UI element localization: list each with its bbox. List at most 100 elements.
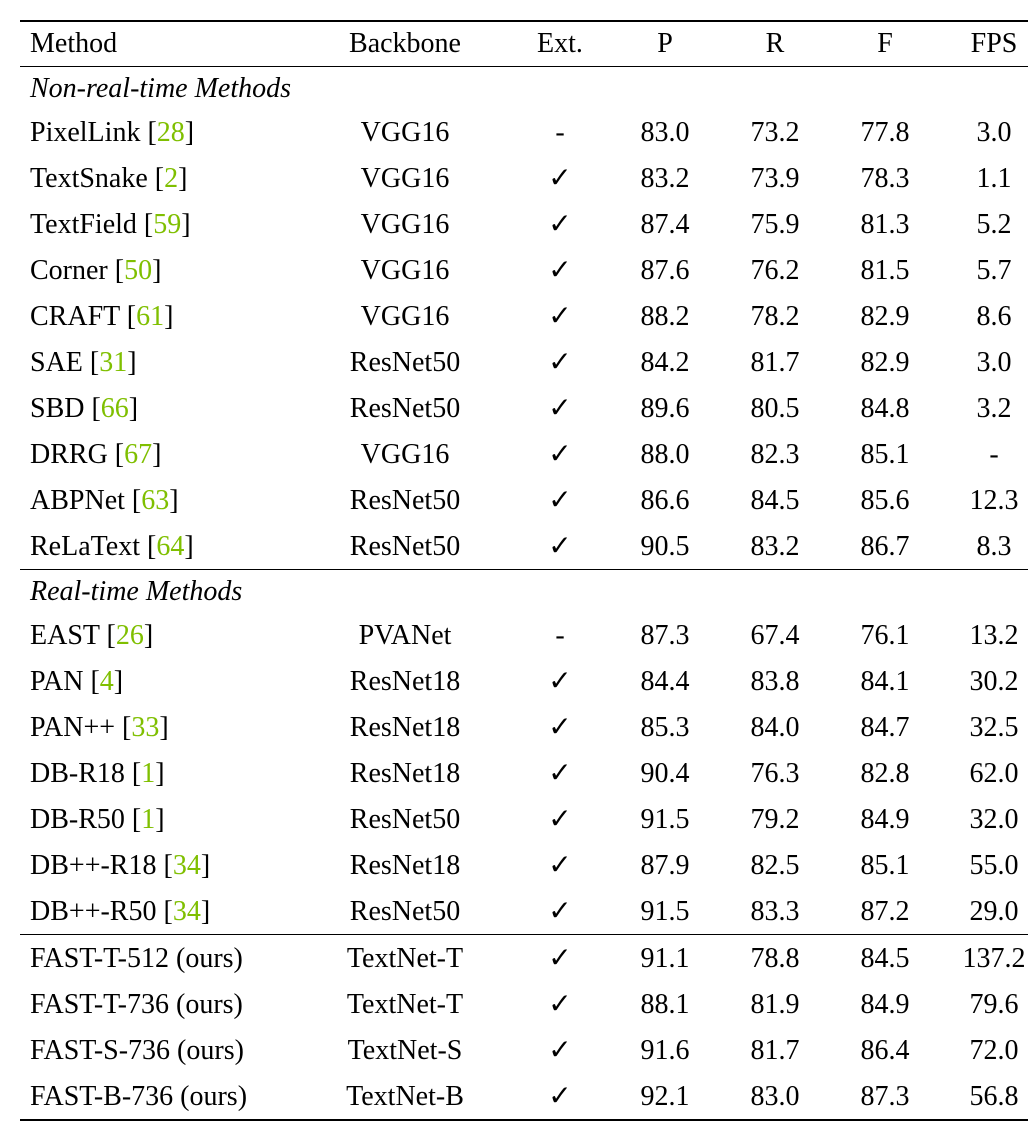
cell-fps: 3.2: [940, 385, 1028, 431]
cell-ext: ✓: [510, 339, 610, 385]
reference-link[interactable]: 4: [100, 666, 114, 697]
cell-fps: 3.0: [940, 339, 1028, 385]
cell-fps: 8.6: [940, 293, 1028, 339]
cell-ext: ✓: [510, 658, 610, 704]
cell-r: 82.3: [720, 431, 830, 477]
reference-link[interactable]: 67: [124, 439, 152, 470]
cell-ext: ✓: [510, 431, 610, 477]
cell-r: 82.5: [720, 842, 830, 888]
cell-r: 73.2: [720, 111, 830, 155]
method-name: Corner: [30, 255, 108, 286]
cell-method: FAST-T-512 (ours): [20, 935, 300, 982]
method-name: TextSnake: [30, 163, 148, 194]
cell-fps: 137.2: [940, 935, 1028, 982]
cell-fps: 56.8: [940, 1073, 1028, 1120]
reference-link[interactable]: 59: [153, 209, 181, 240]
table-row: FAST-B-736 (ours)TextNet-B✓92.183.087.35…: [20, 1073, 1028, 1120]
cell-ext: ✓: [510, 247, 610, 293]
table-row: FAST-T-736 (ours)TextNet-T✓88.181.984.97…: [20, 981, 1028, 1027]
reference-link[interactable]: 31: [99, 347, 127, 378]
table-row: TextSnake [2]VGG16✓83.273.978.31.1: [20, 155, 1028, 201]
cell-f: 84.9: [830, 796, 940, 842]
cell-method: DB-R18 [1]: [20, 750, 300, 796]
reference-link[interactable]: 66: [101, 393, 129, 424]
cell-p: 84.4: [610, 658, 720, 704]
table-row: EAST [26]PVANet-87.367.476.113.2: [20, 614, 1028, 658]
cell-f: 84.7: [830, 704, 940, 750]
method-name: PAN: [30, 666, 83, 697]
cell-ext: ✓: [510, 385, 610, 431]
cell-method: ABPNet [63]: [20, 477, 300, 523]
cell-r: 75.9: [720, 201, 830, 247]
table-row: PAN [4]ResNet18✓84.483.884.130.2: [20, 658, 1028, 704]
cell-fps: 32.0: [940, 796, 1028, 842]
method-name: PAN++: [30, 712, 115, 743]
reference-link[interactable]: 28: [157, 117, 185, 148]
cell-p: 91.5: [610, 888, 720, 935]
cell-backbone: TextNet-B: [300, 1073, 510, 1120]
cell-ext: ✓: [510, 155, 610, 201]
cell-p: 87.3: [610, 614, 720, 658]
reference-link[interactable]: 50: [124, 255, 152, 286]
cell-fps: -: [940, 431, 1028, 477]
cell-backbone: VGG16: [300, 293, 510, 339]
table-row: FAST-T-512 (ours)TextNet-T✓91.178.884.51…: [20, 935, 1028, 982]
cell-backbone: VGG16: [300, 155, 510, 201]
cell-backbone: ResNet50: [300, 888, 510, 935]
table-row: SBD [66]ResNet50✓89.680.584.83.2: [20, 385, 1028, 431]
cell-p: 90.5: [610, 523, 720, 570]
cell-p: 83.2: [610, 155, 720, 201]
reference-link[interactable]: 1: [141, 758, 155, 789]
reference-link[interactable]: 34: [173, 850, 201, 881]
cell-backbone: PVANet: [300, 614, 510, 658]
table-row: DB++-R50 [34]ResNet50✓91.583.387.229.0: [20, 888, 1028, 935]
cell-method: ReLaText [64]: [20, 523, 300, 570]
col-r: R: [720, 21, 830, 67]
method-name: SBD: [30, 393, 84, 424]
cell-backbone: ResNet18: [300, 658, 510, 704]
reference-link[interactable]: 1: [141, 804, 155, 835]
cell-ext: ✓: [510, 981, 610, 1027]
cell-backbone: TextNet-T: [300, 981, 510, 1027]
cell-fps: 32.5: [940, 704, 1028, 750]
cell-ext: ✓: [510, 935, 610, 982]
cell-r: 81.7: [720, 1027, 830, 1073]
cell-backbone: ResNet18: [300, 704, 510, 750]
cell-method: FAST-T-736 (ours): [20, 981, 300, 1027]
reference-link[interactable]: 63: [141, 485, 169, 516]
method-name: DRRG: [30, 439, 108, 470]
method-name: CRAFT: [30, 301, 120, 332]
cell-f: 85.6: [830, 477, 940, 523]
cell-fps: 55.0: [940, 842, 1028, 888]
cell-ext: ✓: [510, 796, 610, 842]
reference-link[interactable]: 2: [164, 163, 178, 194]
section-label: Non-real-time Methods: [20, 67, 1028, 112]
cell-backbone: ResNet50: [300, 339, 510, 385]
table-row: DB-R18 [1]ResNet18✓90.476.382.862.0: [20, 750, 1028, 796]
cell-p: 86.6: [610, 477, 720, 523]
method-name: PixelLink: [30, 117, 140, 148]
cell-f: 82.9: [830, 339, 940, 385]
cell-fps: 3.0: [940, 111, 1028, 155]
cell-p: 84.2: [610, 339, 720, 385]
method-name: FAST-S-736 (ours): [30, 1035, 244, 1066]
cell-method: SBD [66]: [20, 385, 300, 431]
cell-fps: 79.6: [940, 981, 1028, 1027]
reference-link[interactable]: 64: [156, 531, 184, 562]
method-name: TextField: [30, 209, 137, 240]
cell-p: 83.0: [610, 111, 720, 155]
cell-fps: 72.0: [940, 1027, 1028, 1073]
reference-link[interactable]: 34: [173, 896, 201, 927]
cell-r: 78.8: [720, 935, 830, 982]
col-f: F: [830, 21, 940, 67]
reference-link[interactable]: 61: [136, 301, 164, 332]
table-row: TextField [59]VGG16✓87.475.981.35.2: [20, 201, 1028, 247]
reference-link[interactable]: 33: [131, 712, 159, 743]
cell-method: TextField [59]: [20, 201, 300, 247]
cell-fps: 8.3: [940, 523, 1028, 570]
cell-fps: 12.3: [940, 477, 1028, 523]
method-name: FAST-T-736 (ours): [30, 989, 243, 1020]
cell-f: 81.5: [830, 247, 940, 293]
reference-link[interactable]: 26: [116, 620, 144, 651]
cell-backbone: ResNet50: [300, 796, 510, 842]
